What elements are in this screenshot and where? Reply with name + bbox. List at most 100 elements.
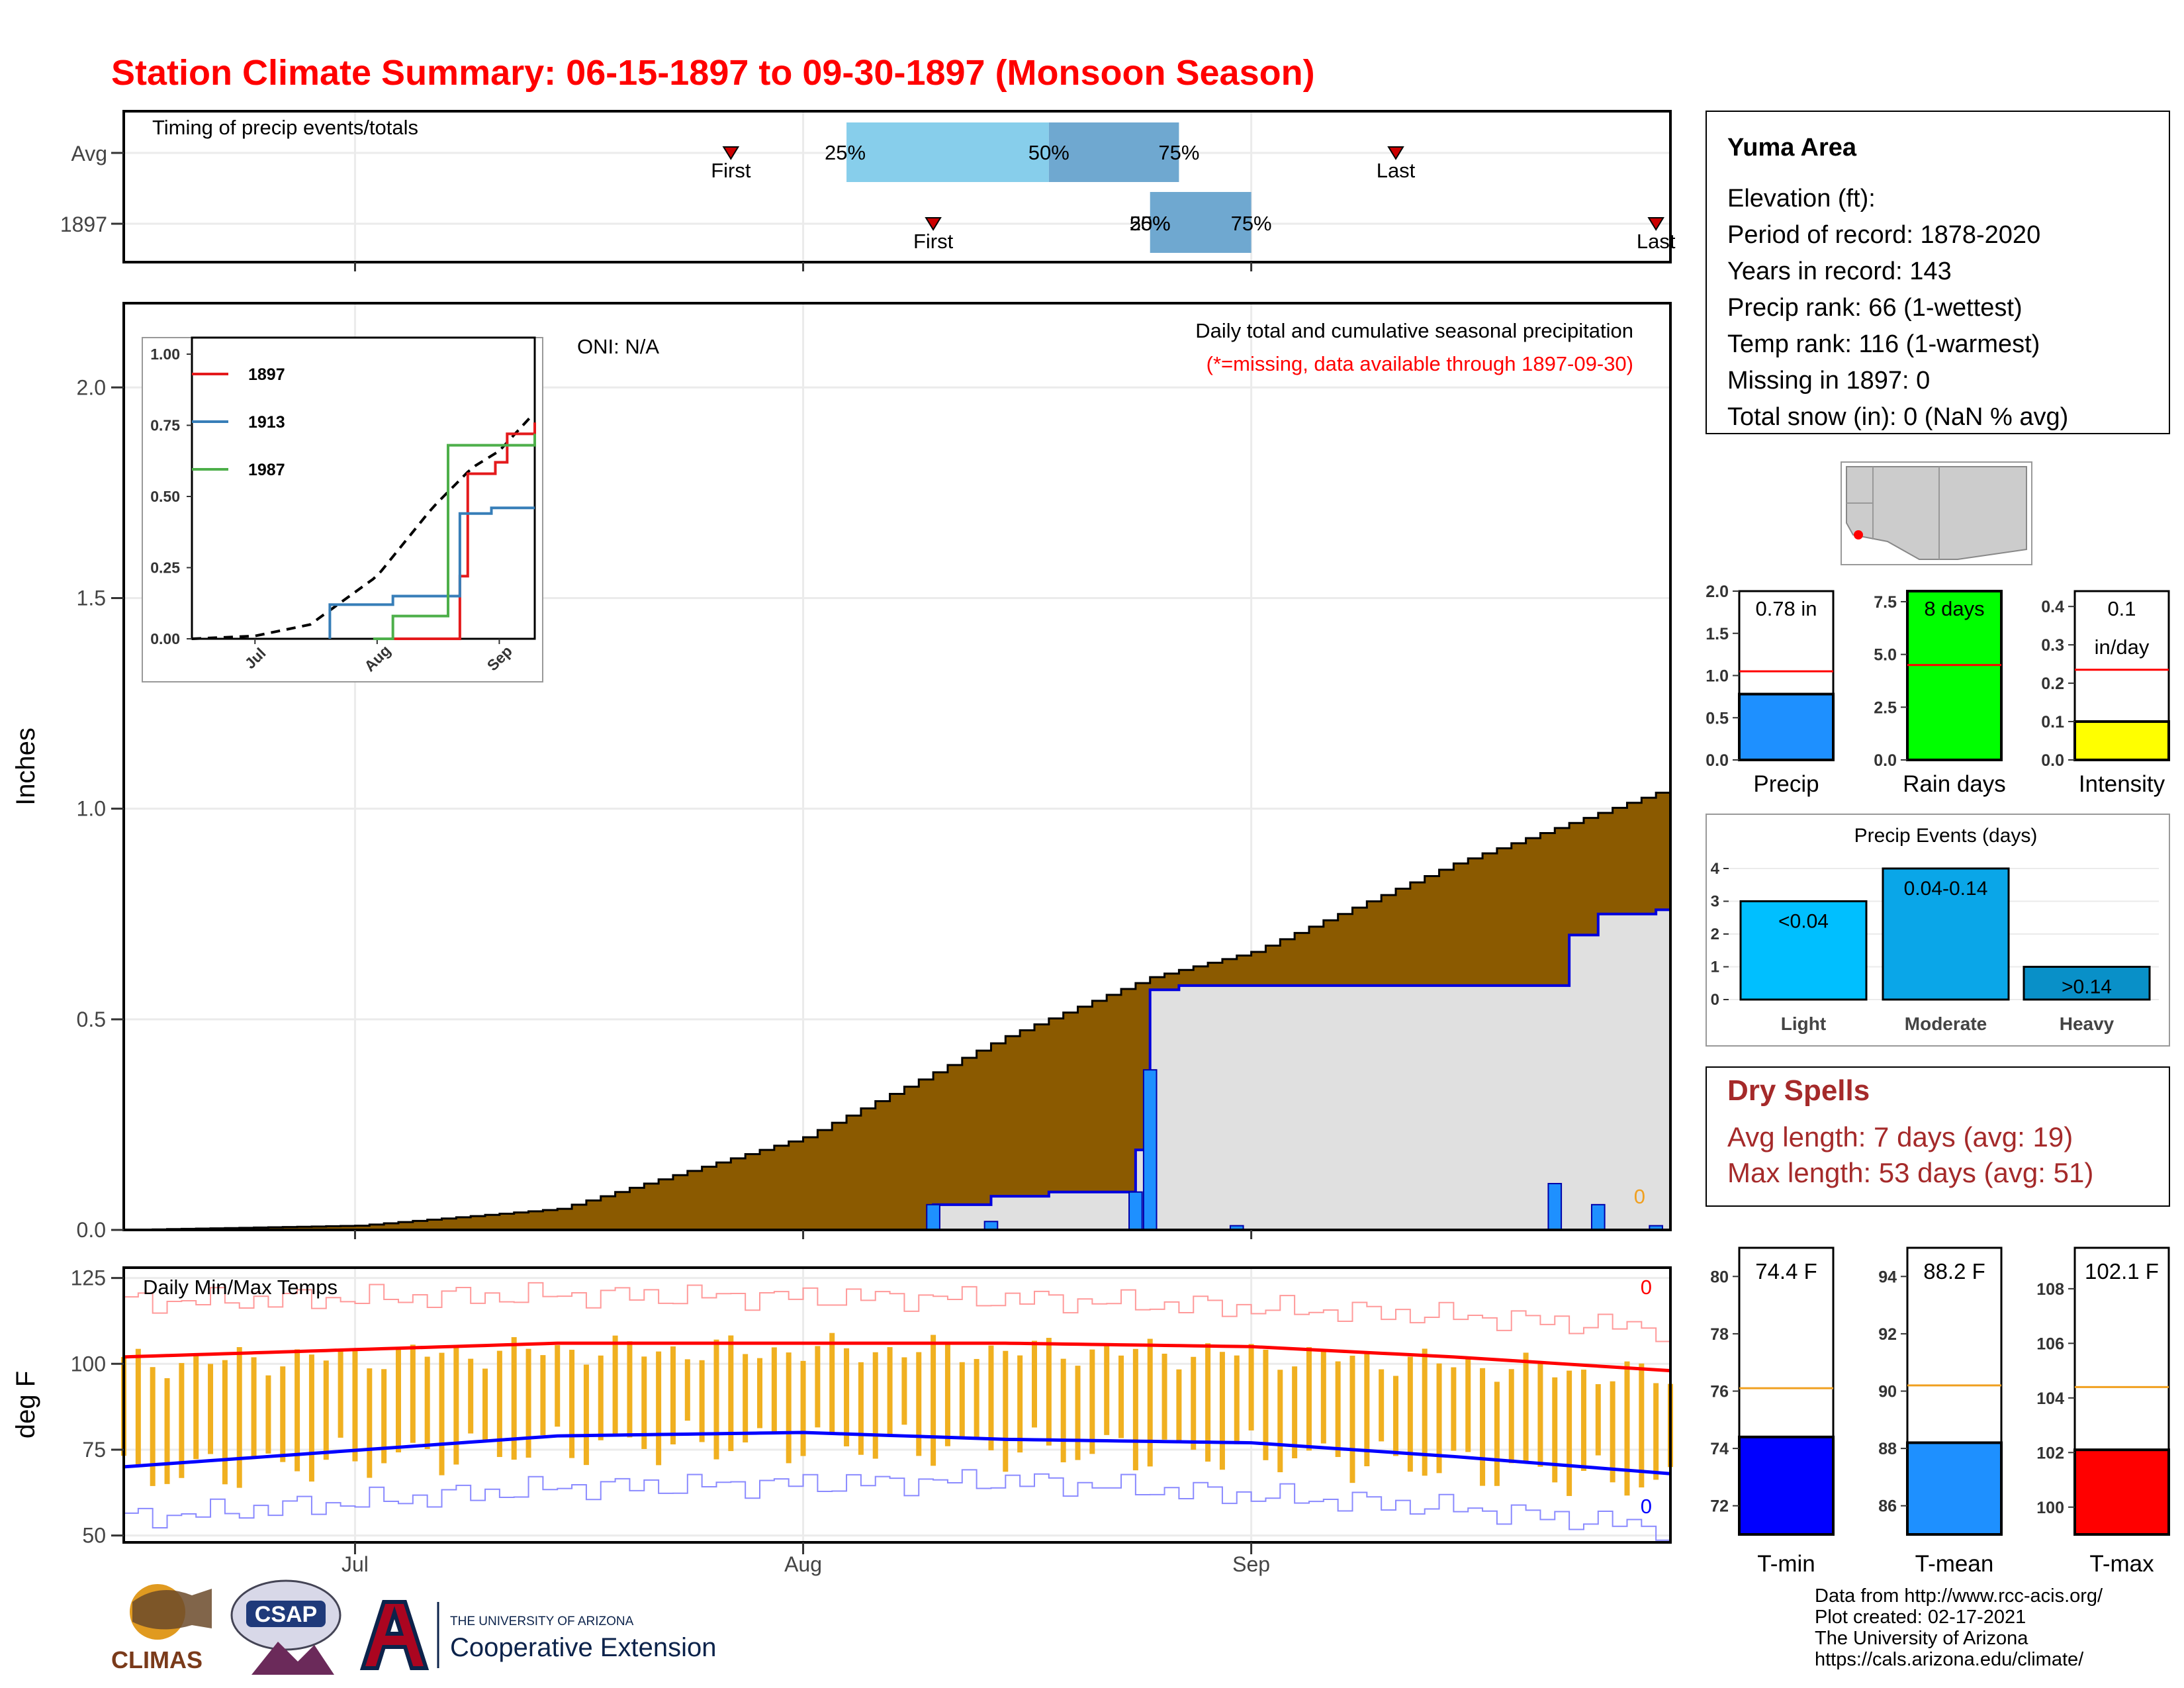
summary-bar-fill (2073, 720, 2170, 761)
daily-temp-bar (1494, 1382, 1500, 1486)
inset-line-1913 (328, 506, 535, 639)
daily-temp-bar (1003, 1350, 1009, 1472)
summary-bar-tick-label: 0.1 (2041, 713, 2064, 731)
station-info-box: Yuma Area Elevation (ft): Period of reco… (1706, 111, 2170, 434)
daily-precip-bar (926, 1203, 940, 1231)
daily-temp-bar (974, 1358, 979, 1438)
daily-temp-bar (800, 1360, 806, 1456)
locator-map (1841, 461, 2032, 565)
year-first-label: First (913, 230, 954, 253)
daily-temp-bar (699, 1360, 705, 1442)
daily-temp-bar (583, 1364, 589, 1466)
climas-logo: CLIMAS (111, 1584, 212, 1673)
daily-temp-bar (1306, 1347, 1312, 1451)
record-max-count: 0 (1641, 1276, 1652, 1299)
daily-temp-bar (1075, 1366, 1081, 1460)
daily-temp-bar (453, 1344, 459, 1465)
events-y-tick-label: 1 (1711, 959, 1719, 976)
station-elevation: Elevation (ft): (1727, 185, 1876, 212)
precip-y-tick-label: 2.0 (77, 375, 106, 399)
daily-temp-bar (308, 1354, 314, 1482)
daily-temp-bar (901, 1357, 907, 1425)
daily-temp-bar (844, 1348, 850, 1446)
daily-temp-bar (569, 1350, 575, 1458)
missing-days-count: 0 (1634, 1185, 1645, 1208)
daily-temp-bar (525, 1348, 531, 1458)
daily-temp-bar (410, 1344, 416, 1443)
daily-temp-bar (555, 1345, 561, 1427)
daily-temp-bar (786, 1352, 792, 1464)
daily-temp-bar (1595, 1384, 1601, 1456)
daily-temp-bar (1248, 1344, 1254, 1430)
temp-summary-fill (1738, 1435, 1835, 1536)
temp-summary-tick-label: 86 (1878, 1497, 1897, 1516)
daily-temp-bar (439, 1352, 445, 1476)
daily-temp-bar (1263, 1349, 1269, 1460)
summary-bar-tick-label: 0.0 (1706, 751, 1729, 770)
temp-y-tick-label: 100 (71, 1352, 106, 1376)
temp-y-label: deg F (11, 1371, 40, 1438)
temp-panel-label: Daily Min/Max Temps (143, 1276, 338, 1299)
daily-temp-bar (1451, 1367, 1457, 1451)
daily-temp-bar (858, 1362, 864, 1455)
credit-plot-created: Plot created: 02-17-2021 (1815, 1607, 2026, 1628)
inset-y-tick-label: 0.75 (150, 417, 180, 434)
daily-temp-bar (641, 1356, 647, 1449)
daily-temp-bar (1407, 1356, 1413, 1472)
events-bar (1882, 867, 2010, 1001)
daily-temp-bar (757, 1358, 763, 1429)
events-bar-label: 0.04-0.14 (1904, 878, 1988, 900)
daily-temp-bar (931, 1335, 936, 1466)
summary-bar-value: 8 days (1924, 597, 1984, 620)
summary-bar-tick-label: 5.0 (1874, 646, 1897, 665)
month-tick-label: Jul (341, 1552, 369, 1576)
inset-legend: 1897 1913 1987 (192, 365, 285, 479)
temp-panel: 50 75 100 125 deg F Daily Min/Max Temps 0 0… (11, 262, 1673, 1576)
ua-block-a-shape (359, 1600, 430, 1670)
year-first-marker (925, 217, 942, 231)
daily-temp-bar (395, 1348, 401, 1453)
temp-summary-tick-label: 74 (1710, 1440, 1729, 1458)
year-p75-label: 75% (1231, 212, 1272, 235)
credit-data-source: Data from http://www.rcc-acis.org/ (1815, 1585, 2103, 1607)
daily-temp-bar (381, 1369, 387, 1464)
daily-temp-bar (1335, 1361, 1341, 1458)
daily-temp-bar (1046, 1338, 1052, 1446)
daily-temp-bar (1393, 1376, 1399, 1456)
summary-bar-fill (1738, 692, 1835, 762)
station-name: Yuma Area (1727, 134, 1857, 162)
daily-temp-bar (1205, 1343, 1211, 1462)
temp-panel-frame (122, 1266, 1672, 1544)
daily-temp-bar (887, 1347, 893, 1436)
precip-y-label: Inches (11, 727, 40, 806)
daily-temp-bar (164, 1378, 170, 1484)
precip-y-axis: 0.0 0.5 1.0 1.5 2.0 (77, 375, 124, 1242)
daily-precip-bar (1128, 1191, 1143, 1231)
events-bar (1739, 900, 1868, 1001)
temp-summary-tick-label: 104 (2036, 1389, 2064, 1408)
record-max-line (124, 1282, 1671, 1342)
daily-temp-bar (612, 1335, 618, 1434)
csap-mountain-shape (251, 1642, 334, 1675)
dry-spells-avg: Avg length: 7 days (avg: 19) (1727, 1121, 2073, 1152)
daily-temp-bar (1118, 1355, 1124, 1438)
temp-summary-tick-label: 100 (2036, 1499, 2064, 1517)
daily-temp-bar (468, 1358, 474, 1434)
daily-temp-bar (771, 1347, 777, 1434)
timing-panel-label: Timing of precip events/totals (152, 116, 418, 139)
precip-panel-frame (122, 302, 1672, 1231)
events-title: Precip Events (days) (1854, 825, 2038, 847)
month-tick-label: Aug (784, 1552, 822, 1576)
daily-temp-bar (1567, 1370, 1572, 1496)
precip-y-tick-label: 0.5 (77, 1008, 106, 1031)
summary-bar-value: 0.78 in (1755, 597, 1817, 620)
climas-emblem-shape (132, 1589, 212, 1630)
summary-bar-tick-label: 2.5 (1874, 698, 1897, 717)
daily-temp-bar (179, 1363, 185, 1478)
daily-temp-bar (1017, 1355, 1023, 1453)
daily-temp-bar (598, 1355, 604, 1440)
year-last-marker (1647, 217, 1664, 231)
temperature-summary-bars: 72 74 76 78 80 74.4 F T-min 86 88 90 92 94 88.2 F T-m… (1710, 1246, 2170, 1577)
state-outline-shape (1846, 466, 2027, 560)
temp-summary-tick-label: 106 (2036, 1335, 2064, 1353)
